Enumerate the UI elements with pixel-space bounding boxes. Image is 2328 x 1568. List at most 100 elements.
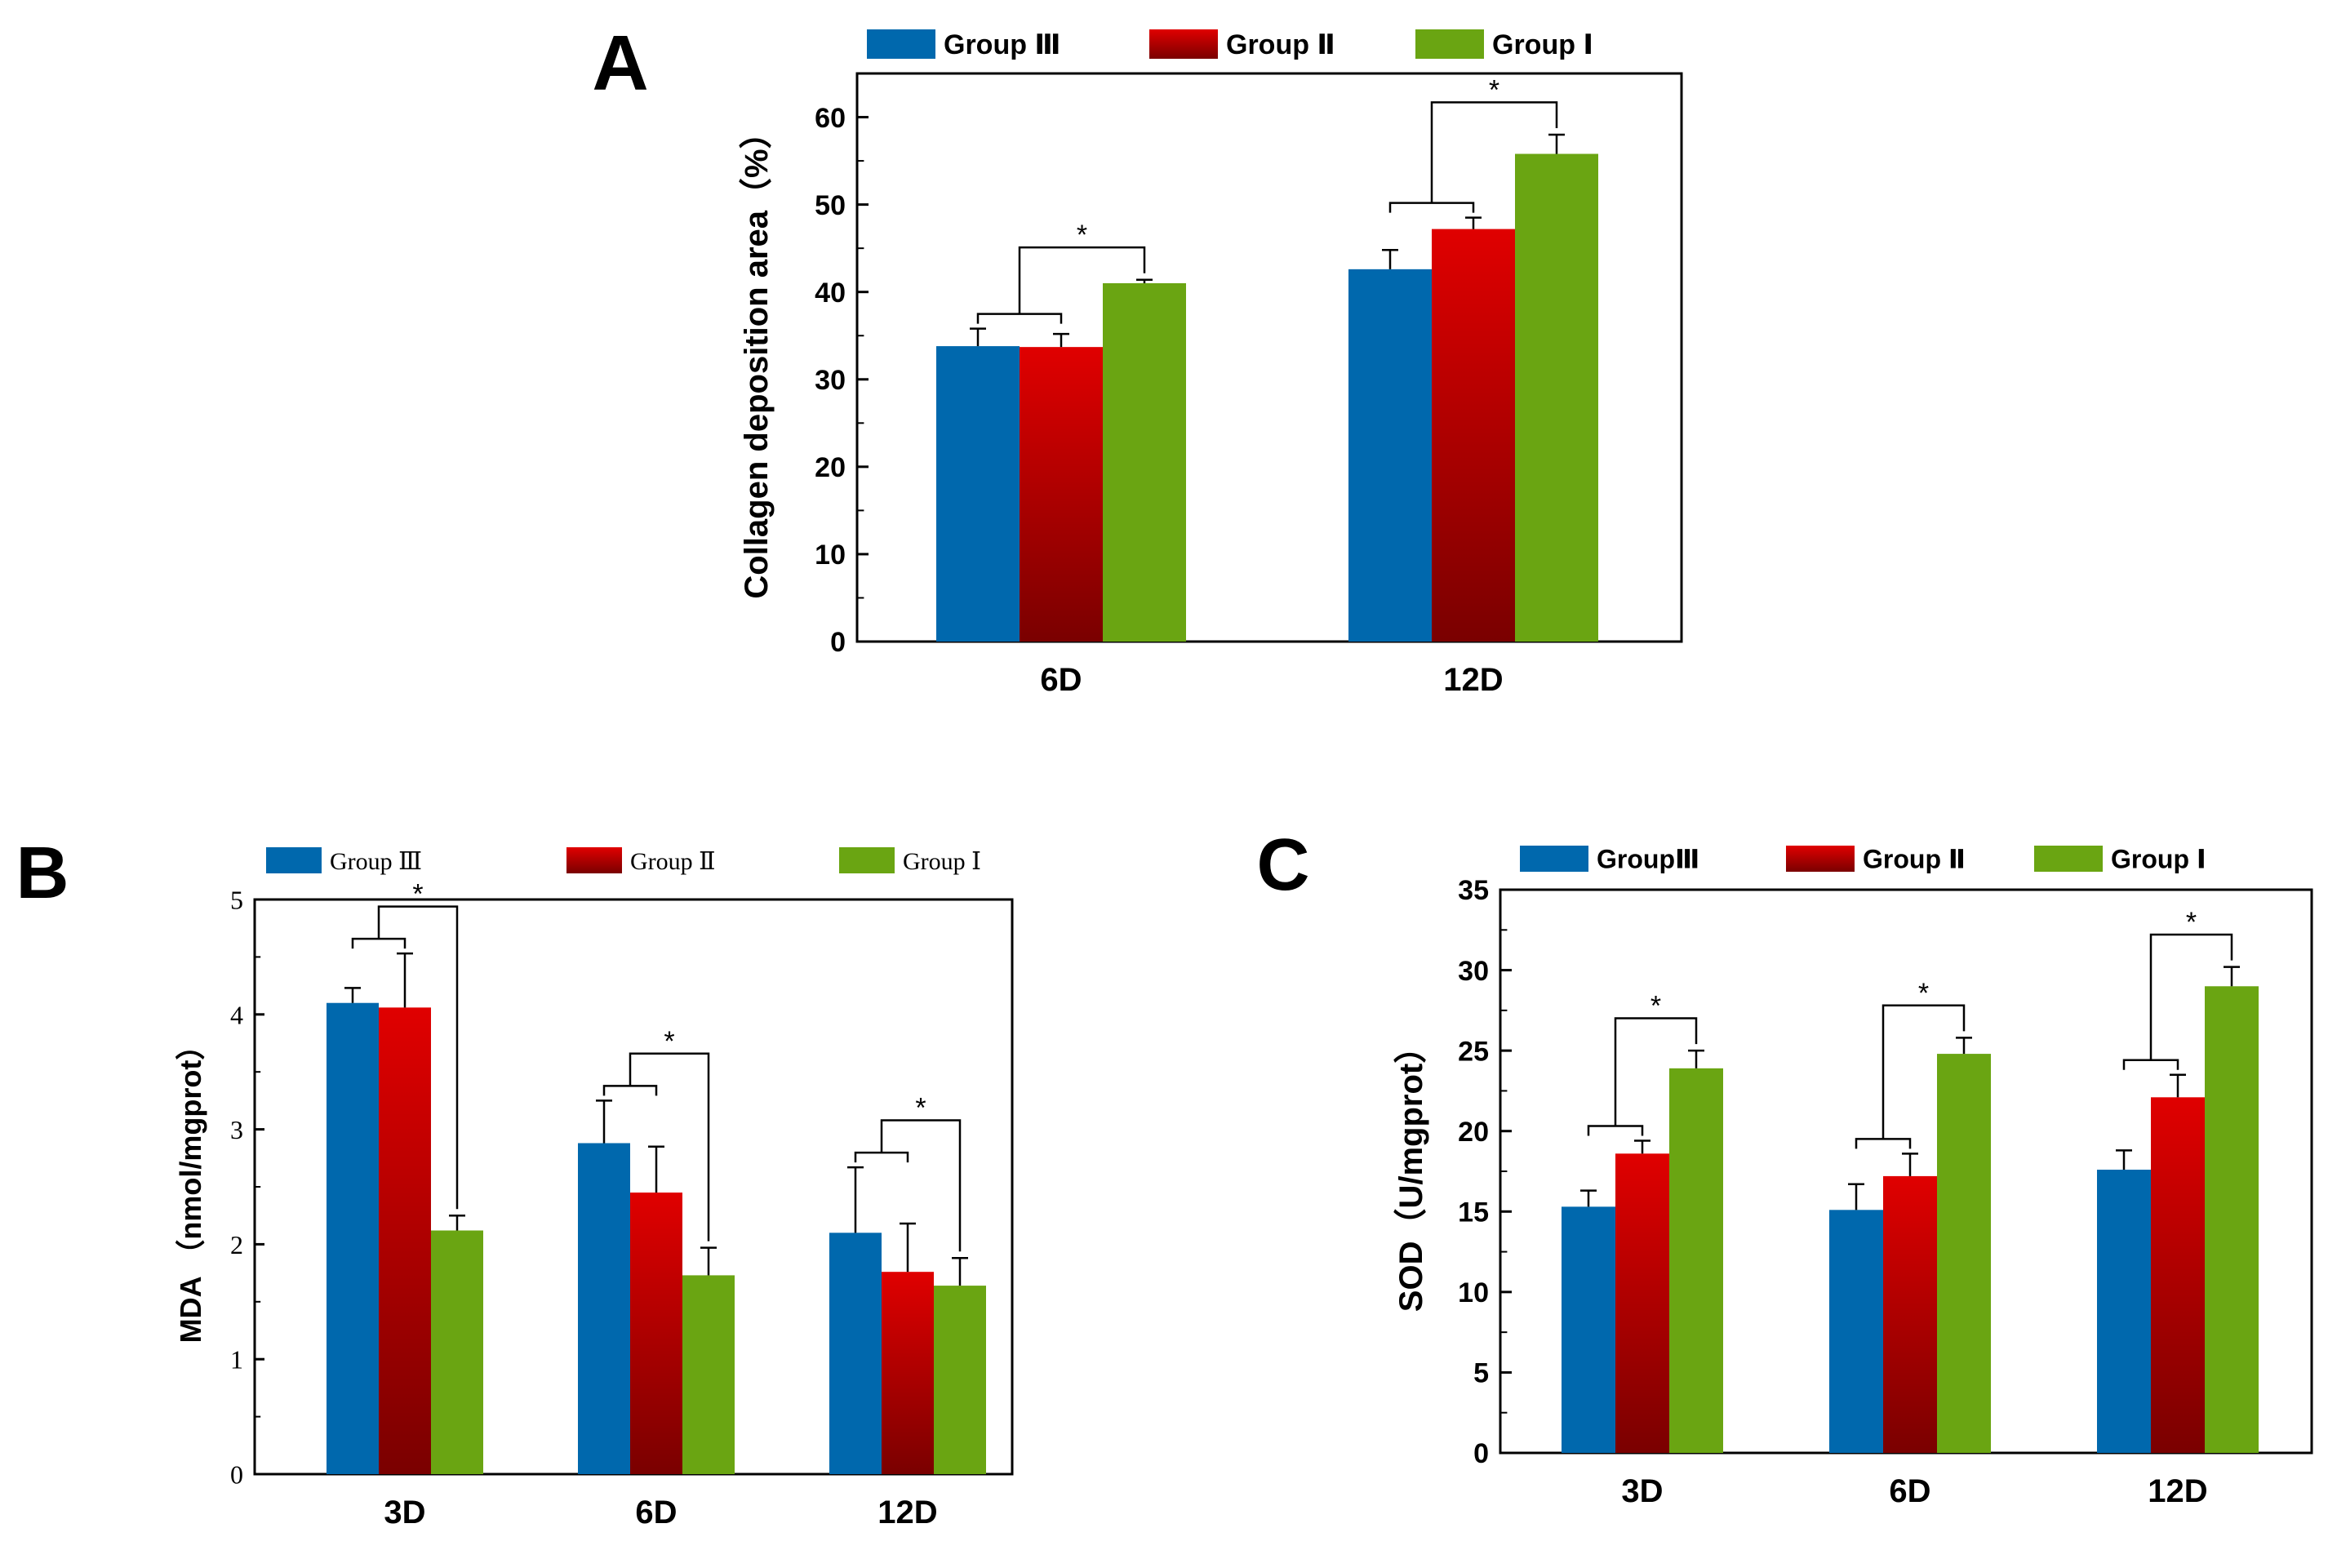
legend-swatch <box>1786 846 1855 872</box>
significance-marker: * <box>664 1026 674 1057</box>
bar <box>578 1143 630 1474</box>
bar <box>1669 1068 1723 1453</box>
bar <box>327 1002 379 1474</box>
bar <box>936 346 1020 642</box>
bar <box>1615 1153 1669 1453</box>
legend-label: Group Ⅰ <box>1492 29 1593 60</box>
legend-label: Group Ⅲ <box>944 29 1061 60</box>
plot-frame <box>855 72 1683 643</box>
y-tick-label: 10 <box>815 540 846 571</box>
x-tick-label: 12D <box>1443 662 1503 698</box>
bar <box>1829 1210 1883 1453</box>
panel-label: B <box>16 833 69 914</box>
bar <box>1348 269 1432 642</box>
significance-bracket <box>629 1052 710 1242</box>
x-tick-label: 3D <box>1621 1473 1663 1509</box>
bar <box>1432 229 1515 642</box>
significance-bracket <box>1430 101 1558 203</box>
y-tick-label: 50 <box>815 190 846 221</box>
bar <box>379 1007 431 1474</box>
y-tick-label: 20 <box>1458 1117 1489 1148</box>
significance-bracket <box>377 905 459 1210</box>
significance-bracket <box>976 313 1063 324</box>
significance-bracket <box>602 1085 658 1096</box>
significance-marker: * <box>915 1092 926 1123</box>
legend-label: Group Ⅰ <box>903 848 981 875</box>
significance-marker: * <box>1918 978 1929 1009</box>
bar <box>431 1230 483 1474</box>
x-tick-label: 12D <box>877 1495 937 1530</box>
bar <box>934 1286 986 1474</box>
bar <box>682 1275 735 1474</box>
x-tick-label: 3D <box>384 1495 425 1530</box>
y-tick-label: 30 <box>1458 956 1489 987</box>
y-tick-label: 0 <box>830 627 846 658</box>
legend-label: Group Ⅱ <box>1226 29 1335 60</box>
bar <box>1515 153 1598 642</box>
x-tick-label: 6D <box>635 1495 677 1530</box>
significance-bracket <box>880 1119 962 1252</box>
y-tick-label: 15 <box>1458 1197 1489 1228</box>
legend-swatch <box>839 847 895 873</box>
y-tick-label: 5 <box>230 886 243 915</box>
bar <box>2097 1170 2151 1453</box>
legend-swatch <box>2034 846 2103 872</box>
significance-bracket <box>854 1151 909 1163</box>
legend-label: GroupⅢ <box>1597 845 1699 874</box>
legend-swatch <box>266 847 322 873</box>
chart-panel-b: B 0 1 2 3 4 5 MDA （nmol/mgprot） 3D * 6D * 12D * Group … <box>16 833 1014 1530</box>
bar <box>1020 347 1103 642</box>
legend-swatch <box>1415 29 1484 59</box>
y-tick-label: 35 <box>1458 875 1489 906</box>
y-axis-label: Collagen deposition area（%） <box>739 116 775 598</box>
bar <box>1937 1054 1991 1453</box>
significance-marker: * <box>1077 220 1087 251</box>
significance-bracket <box>351 937 407 949</box>
significance-marker: * <box>1650 991 1661 1022</box>
y-axis-label: MDA （nmol/mgprot） <box>174 1031 207 1344</box>
significance-marker: * <box>1489 74 1499 105</box>
legend-label: Group Ⅰ <box>2111 845 2206 874</box>
significance-bracket <box>1882 1004 1966 1139</box>
y-axis-label: SOD（U/mgprot） <box>1393 1031 1429 1312</box>
significance-bracket <box>2122 1059 2179 1070</box>
y-tick-label: 20 <box>815 452 846 483</box>
legend-label: Group Ⅱ <box>1863 845 1966 874</box>
y-tick-label: 5 <box>1473 1358 1489 1389</box>
legend-swatch <box>1149 29 1218 59</box>
y-tick-label: 0 <box>1473 1438 1489 1469</box>
bar <box>630 1193 682 1474</box>
panel-label: C <box>1257 824 1310 906</box>
y-tick-label: 25 <box>1458 1036 1489 1067</box>
legend-swatch <box>1520 846 1588 872</box>
x-tick-label: 6D <box>1889 1473 1930 1509</box>
y-tick-label: 4 <box>230 1000 243 1029</box>
y-tick-label: 3 <box>230 1115 243 1144</box>
y-tick-label: 2 <box>230 1230 243 1259</box>
legend-swatch <box>867 29 935 59</box>
legend-swatch <box>566 847 622 873</box>
chart-panel-a: A 0 10 20 30 40 50 60 Collagen deposition area（%… <box>592 20 1683 698</box>
y-tick-label: 60 <box>815 103 846 134</box>
significance-bracket <box>1587 1125 1644 1136</box>
significance-bracket <box>1855 1138 1912 1149</box>
chart-panel-c: C 0 5 10 15 20 25 30 35 SOD（U/mgprot） 3D * 6D * 12D * Gr… <box>1257 824 2313 1509</box>
significance-bracket <box>1018 246 1146 314</box>
bar <box>1103 282 1186 642</box>
bar <box>2151 1097 2205 1453</box>
bar <box>829 1233 882 1474</box>
significance-marker: * <box>2186 907 2197 938</box>
legend-label: Group Ⅲ <box>330 848 422 875</box>
y-tick-label: 10 <box>1458 1277 1489 1308</box>
x-tick-label: 12D <box>2148 1473 2207 1509</box>
y-tick-label: 0 <box>230 1460 243 1490</box>
legend-label: Group Ⅱ <box>630 848 716 875</box>
bar <box>1883 1175 1937 1453</box>
significance-bracket <box>2149 933 2233 1060</box>
significance-marker: * <box>412 879 423 910</box>
panel-label: A <box>592 20 648 107</box>
bar <box>1562 1206 1615 1453</box>
x-tick-label: 6D <box>1040 662 1082 698</box>
y-tick-label: 30 <box>815 365 846 396</box>
